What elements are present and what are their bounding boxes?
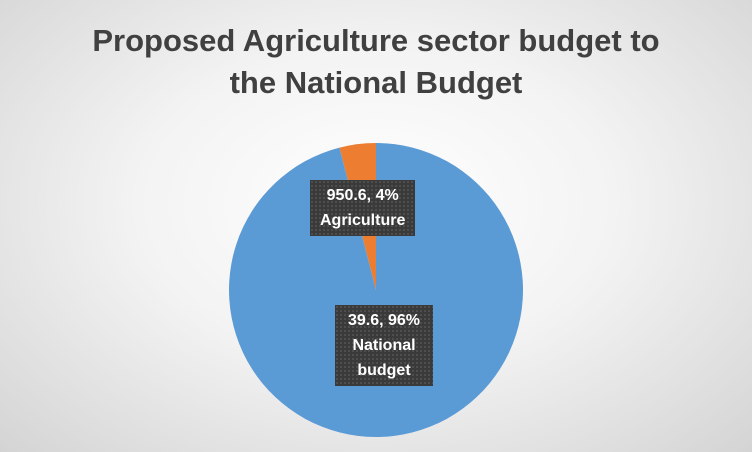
category-label: Agriculture <box>320 212 406 229</box>
data-label: 39.6, 96% National budget <box>335 305 433 386</box>
value-label: 39.6, 96% <box>347 312 421 329</box>
chart-title: Proposed Agriculture sector budget to th… <box>92 23 660 100</box>
category-label: National budget <box>352 337 416 379</box>
pie-slice <box>228 143 523 438</box>
value-label: 950.6, 4% <box>326 187 399 204</box>
data-label: 950.6, 4% Agriculture <box>310 180 416 236</box>
